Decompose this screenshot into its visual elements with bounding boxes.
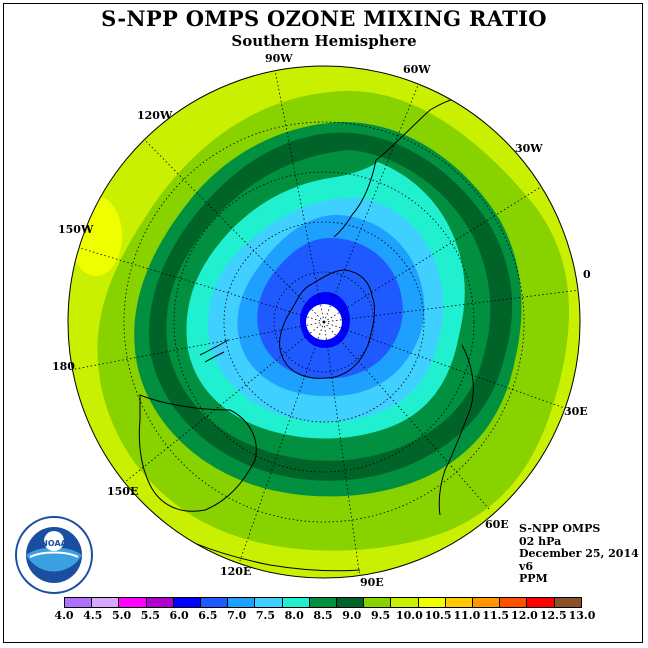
colorbar-tick-label: 11.5 [482,609,510,622]
colorbar-swatch [309,598,338,607]
lon-label-60e: 60E [485,518,509,531]
colorbar-swatch [445,598,474,607]
colorbar-tick-label: 7.0 [227,609,247,622]
australia-coast [138,394,257,512]
info-version: v6 [519,559,534,573]
colorbar-tick-label: 12.5 [539,609,567,622]
colorbar-tick-label: 7.5 [255,609,276,622]
lon-label-120w: 120W [137,109,173,122]
info-units: PPM [519,572,548,585]
colorbar-tick-label: 8.5 [313,609,333,622]
colorbar-swatch [119,598,147,607]
colorbar-swatch [337,598,365,607]
lon-label-60w: 60W [403,63,431,76]
colorbar-swatch [282,598,310,607]
latitude-circles [123,121,525,523]
colorbar-tick-label: 9.5 [370,609,391,622]
colorbar-swatch [500,598,528,607]
colorbar-tick-label: 9.0 [342,609,362,622]
colorbar-tick-label: 4.5 [83,609,103,622]
colorbar-swatch [173,598,202,607]
info-instrument: S-NPP OMPS [519,522,601,535]
page-subtitle: Southern Hemisphere [231,32,417,50]
africa-coast [438,344,474,516]
colorbar-swatch [228,598,256,607]
colorbar-tick-label: 10.0 [395,609,423,622]
colorbar-tick-label: 6.5 [198,609,218,622]
colorbar-swatch [92,598,120,607]
colorbar-swatch [146,598,174,607]
lon-label-0: 0 [583,268,591,281]
meridians [69,69,580,578]
lon-label-90w: 90W [265,52,293,65]
info-block: S-NPP OMPS 02 hPa December 25, 2014 v6 P… [519,522,639,586]
colorbar-tick-label: 5.5 [140,609,160,622]
lon-label-30w: 30W [515,142,543,155]
colorbar-swatch [554,598,581,607]
info-date: December 25, 2014 [519,547,639,560]
colorbar-tick-label: 12.0 [511,609,538,622]
colorbar-swatch [473,598,501,607]
colorbar-swatch [418,598,446,607]
antarctica-coast [279,269,375,379]
colorbar-tick-label: 10.5 [424,609,452,622]
lon-label-90e: 90E [360,576,384,589]
colorbar-tick-label: 6.0 [169,609,189,622]
info-level: 02 hPa [519,534,562,548]
lon-label-30e: 30E [564,405,588,418]
noaa-logo-text: NOAA [41,539,67,548]
lon-label-150e: 150E [107,485,138,498]
high-spot-150w [70,196,122,276]
colorbar [64,597,582,608]
map-disk [68,66,580,578]
noaa-logo: NOAA [15,516,93,594]
colorbar-tick-label: 5.0 [111,609,132,622]
figure-frame [3,3,643,643]
page-title: S-NPP OMPS OZONE MIXING RATIO [101,6,547,31]
colorbar-swatch [201,598,229,607]
colorbar-swatch [255,598,283,607]
colorbar-swatch [527,598,555,607]
colorbar-swatch [65,598,93,607]
lon-label-120e: 120E [220,565,251,578]
colorbar-swatch [364,598,392,607]
colorbar-swatch [391,598,419,607]
colorbar-tick-label: 13.0 [568,609,596,622]
map-border [67,65,581,579]
lon-label-180: 180 [52,360,75,373]
colorbar-tick-label: 8.0 [284,609,304,622]
new-zealand-coast [199,339,229,363]
colorbar-ticks: 4.0 4.5 5.0 5.5 6.0 6.5 7.0 7.5 8.0 8.5 9.0 9.5 10.0… [0,609,648,623]
lon-label-150w: 150W [58,223,94,236]
colorbar-tick-label: 11.0 [453,609,481,622]
colorbar-tick-label: 4.0 [54,609,74,622]
